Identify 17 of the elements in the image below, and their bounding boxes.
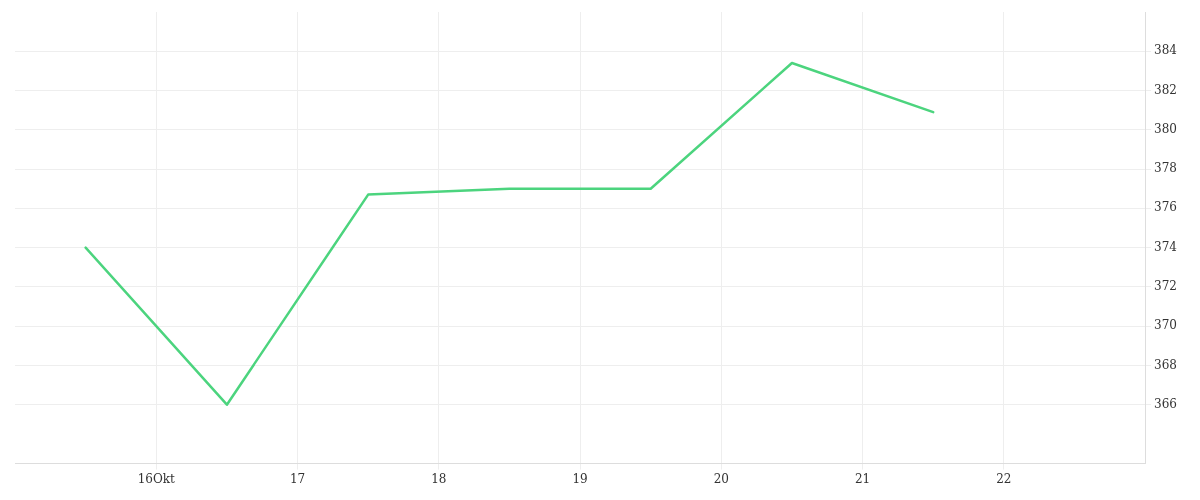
y-tick-label: 372 <box>1154 279 1177 294</box>
x-tick-label: 21 <box>854 471 871 486</box>
y-tick-label: 384 <box>1154 43 1178 58</box>
y-tick-label: 368 <box>1154 357 1177 372</box>
x-tick-label: 18 <box>431 471 447 486</box>
x-tick-label: 19 <box>572 471 588 486</box>
y-tick-label: 370 <box>1154 318 1177 333</box>
y-tick-label: 374 <box>1154 239 1178 254</box>
y-tick-label: 378 <box>1154 161 1177 176</box>
y-tick-label: 380 <box>1154 121 1177 136</box>
y-tick-label: 382 <box>1154 82 1177 97</box>
x-tick-label: 20 <box>713 471 729 486</box>
y-tick-label: 366 <box>1154 396 1177 411</box>
x-tick-label: 17 <box>289 471 306 486</box>
x-tick-label: 16Okt <box>137 471 176 486</box>
y-tick-label: 376 <box>1154 200 1177 215</box>
x-tick-label: 22 <box>996 471 1012 486</box>
